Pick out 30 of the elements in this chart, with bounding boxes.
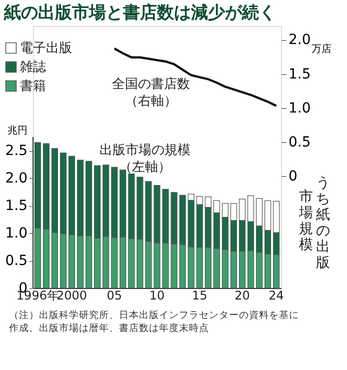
text: 市場規模 bbox=[298, 189, 313, 253]
x-tick-label: 05 bbox=[106, 288, 122, 302]
text: うち紙の出版 bbox=[316, 175, 330, 271]
y2-tick-label: 1.0 bbox=[288, 100, 311, 116]
y2-axis-title: 万店 bbox=[312, 43, 332, 56]
x-tick-label: 20 bbox=[234, 288, 250, 302]
x-tick-label: 24 bbox=[268, 288, 284, 302]
x-tick-label: 2000 bbox=[56, 288, 88, 302]
y2-tick-label: 0 bbox=[288, 168, 298, 185]
y2-tick-label: 1.5 bbox=[288, 66, 311, 82]
annotation: 出版市場の規模 bbox=[100, 143, 190, 158]
annotation: （右軸） bbox=[125, 94, 177, 109]
y-tick-label: 1.0 bbox=[5, 226, 28, 242]
y-tick-label: 0.5 bbox=[5, 253, 28, 270]
legend-label: 書籍 bbox=[20, 79, 46, 94]
y-axis-title: 兆円 bbox=[8, 124, 28, 136]
legend-label: 電子出版 bbox=[20, 41, 72, 56]
y-tick-label: 2.5 bbox=[5, 143, 28, 160]
chart-title: 紙の出版市場と書店数は減少が続く bbox=[3, 3, 276, 23]
y2-tick-label: 2.0 bbox=[288, 32, 311, 48]
y-tick-label: 1.5 bbox=[5, 198, 28, 214]
legend-label: 雑誌 bbox=[20, 60, 46, 75]
y-tick-label: 2.0 bbox=[5, 170, 28, 187]
x-tick-label: 10 bbox=[149, 288, 165, 302]
x-tick-label: 15 bbox=[192, 288, 208, 302]
annotation: 全国の書店数 bbox=[112, 76, 190, 92]
annotation: （左軸） bbox=[119, 160, 171, 175]
line-series bbox=[113, 47, 278, 107]
y2-tick-label: 0.5 bbox=[288, 134, 311, 150]
text: （注）出版科学研究所、日本出版インフラセンターの資料を基に作成、出版市場は暦年、書店数は年度末時点 bbox=[8, 309, 299, 334]
